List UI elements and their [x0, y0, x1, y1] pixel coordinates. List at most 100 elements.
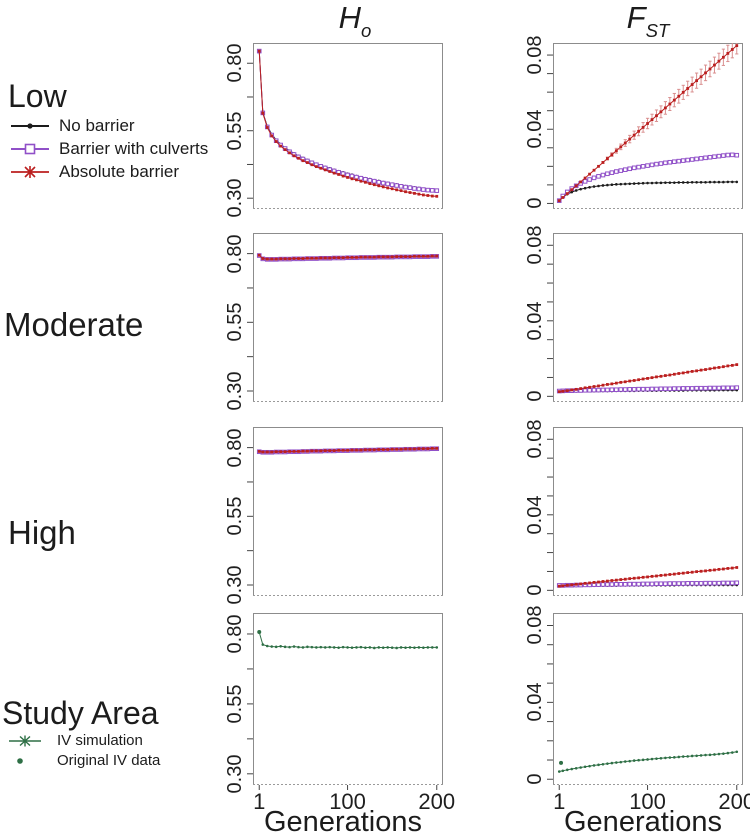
marker-iv-simulation [368, 646, 372, 649]
marker-absolute-barrier [426, 447, 430, 451]
marker-no-barrier [677, 181, 681, 184]
marker-iv-simulation [561, 769, 565, 773]
marker-iv-simulation [395, 646, 398, 650]
marker-absolute-barrier [413, 447, 416, 451]
marker-absolute-barrier [614, 149, 618, 153]
marker-iv-simulation [430, 646, 434, 649]
marker-iv-simulation [341, 645, 345, 649]
marker-absolute-barrier [583, 176, 587, 180]
marker-absolute-barrier [283, 148, 287, 152]
marker-barrier-with-culverts [667, 581, 673, 586]
marker-absolute-barrier [619, 578, 623, 581]
marker-no-barrier [601, 184, 605, 187]
marker-absolute-barrier [350, 448, 354, 452]
y-tick-label: 0.80 [224, 43, 246, 83]
marker-absolute-barrier [310, 163, 314, 167]
marker-absolute-barrier [288, 257, 291, 261]
marker-iv-simulation [619, 760, 623, 764]
marker-absolute-barrier [672, 572, 676, 576]
legend-item-no-barrier: No barrier [10, 116, 208, 136]
marker-iv-simulation [386, 646, 389, 649]
marker-barrier-with-culverts [622, 167, 628, 172]
marker-barrier-with-culverts [622, 581, 628, 587]
marker-absolute-barrier [372, 183, 376, 187]
marker-absolute-barrier [637, 129, 641, 133]
marker-absolute-barrier [319, 449, 323, 453]
marker-barrier-with-culverts [618, 581, 624, 587]
marker-absolute-barrier [381, 185, 385, 189]
marker-barrier-with-culverts [380, 180, 386, 186]
marker-barrier-with-culverts [596, 174, 601, 179]
marker-barrier-with-culverts [663, 581, 668, 587]
marker-barrier-with-culverts [425, 187, 431, 193]
marker-absolute-barrier [270, 257, 274, 261]
marker-absolute-barrier [721, 365, 725, 369]
marker-absolute-barrier [713, 366, 716, 370]
marker-absolute-barrier [368, 182, 372, 186]
marker-absolute-barrier [677, 372, 681, 375]
marker-absolute-barrier [632, 576, 636, 580]
marker-iv-simulation [297, 645, 300, 649]
marker-no-barrier [713, 180, 716, 184]
marker-absolute-barrier [735, 44, 739, 47]
y-tick-label: 0.30 [224, 754, 246, 794]
marker-absolute-barrier [668, 373, 672, 377]
marker-barrier-with-culverts [631, 165, 637, 171]
marker-absolute-barrier [386, 255, 390, 259]
y-tick-label: 0.08 [524, 35, 546, 75]
marker-iv-simulation [381, 646, 385, 649]
marker-barrier-with-culverts [645, 386, 650, 392]
marker-iv-simulation [579, 766, 582, 769]
marker-iv-simulation [592, 764, 596, 767]
marker-absolute-barrier [426, 194, 430, 197]
marker-barrier-with-culverts [654, 161, 659, 167]
marker-absolute-barrier [328, 449, 332, 453]
marker-barrier-with-culverts [680, 158, 686, 163]
marker-absolute-barrier [408, 191, 412, 194]
marker-absolute-barrier [301, 449, 305, 453]
marker-absolute-barrier [561, 584, 565, 588]
marker-absolute-barrier [565, 192, 569, 196]
marker-iv-simulation [315, 646, 318, 649]
marker-absolute-barrier [574, 184, 578, 188]
marker-absolute-barrier [690, 83, 694, 86]
marker-absolute-barrier [601, 161, 605, 164]
legend-item-iv-simulation: IV simulation [8, 732, 160, 749]
marker-absolute-barrier [641, 575, 645, 579]
marker-absolute-barrier [628, 137, 632, 141]
marker-iv-simulation [735, 750, 739, 754]
marker-absolute-barrier [597, 580, 600, 584]
marker-absolute-barrier [610, 579, 614, 582]
marker-absolute-barrier [606, 579, 609, 583]
marker-iv-simulation [570, 767, 574, 771]
marker-absolute-barrier [270, 134, 274, 138]
marker-absolute-barrier [708, 367, 712, 371]
marker-absolute-barrier [372, 255, 376, 259]
marker-barrier-with-culverts [703, 155, 708, 161]
legend-item-absolute-barrier: Absolute barrier [10, 162, 208, 182]
no-barrier-line-dot-icon [10, 119, 50, 133]
marker-absolute-barrier [359, 255, 363, 259]
marker-iv-simulation [404, 646, 407, 649]
marker-barrier-with-culverts [407, 185, 413, 190]
marker-absolute-barrier [610, 382, 614, 386]
marker-absolute-barrier [265, 450, 269, 454]
marker-no-barrier [673, 181, 676, 184]
marker-absolute-barrier [257, 253, 261, 257]
row-label-moderate: Moderate [4, 306, 144, 343]
marker-absolute-barrier [646, 575, 649, 579]
y-tick-label: 0.55 [224, 496, 246, 536]
marker-absolute-barrier [641, 125, 645, 129]
marker-absolute-barrier [390, 187, 394, 191]
marker-iv-simulation [422, 646, 425, 649]
chart-high-fst [547, 427, 743, 596]
marker-barrier-with-culverts [672, 581, 677, 586]
marker-absolute-barrier [292, 450, 296, 453]
marker-absolute-barrier [395, 188, 399, 192]
legend-label: Absolute barrier [59, 162, 180, 181]
marker-absolute-barrier [686, 370, 690, 374]
marker-barrier-with-culverts [631, 387, 637, 392]
marker-absolute-barrier [735, 363, 739, 367]
marker-absolute-barrier [270, 450, 274, 454]
y-tick-label: 0.30 [224, 371, 246, 411]
